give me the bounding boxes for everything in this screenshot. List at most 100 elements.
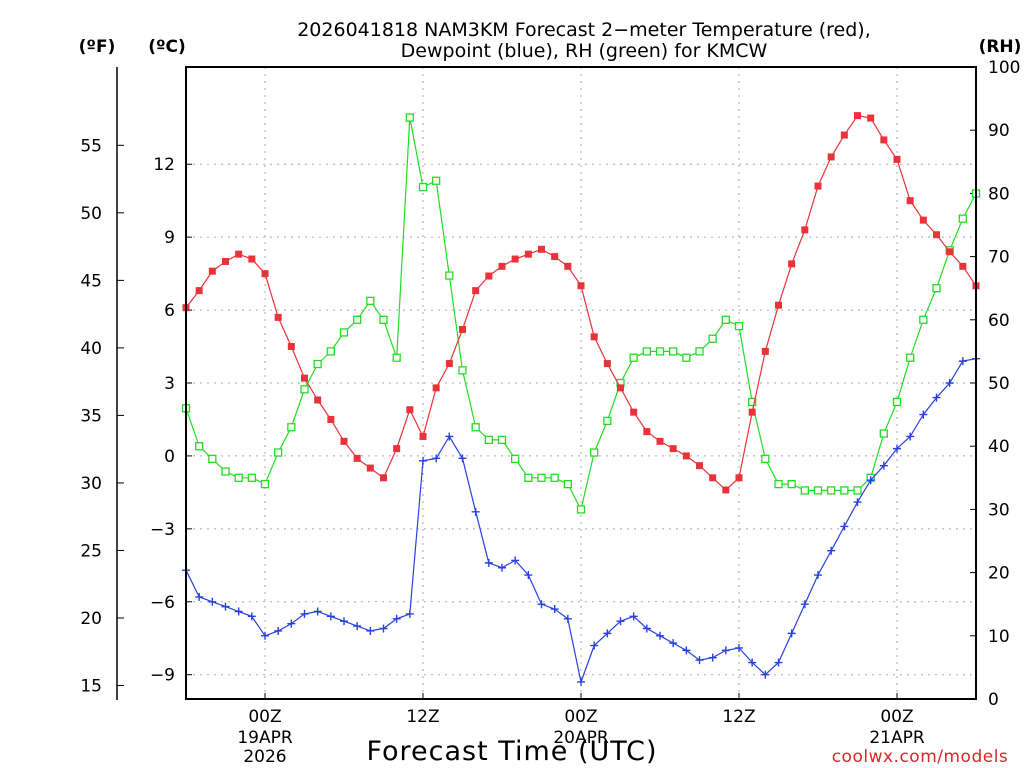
2-meter-temperature-point: [472, 287, 480, 295]
grid-lines: [186, 67, 976, 699]
rh-point: [511, 454, 520, 463]
2-meter-temperature-point: [919, 216, 927, 224]
2-meter-temperature-point: [380, 474, 387, 482]
rh-point: [366, 296, 375, 305]
celsius-axis: 12 9 6 3 0 −3 −6 −9: [150, 155, 192, 686]
rh-point: [892, 397, 902, 407]
rh-point: [524, 473, 533, 482]
dewpoint-point: [458, 454, 467, 463]
rh-point: [326, 347, 335, 356]
dewpoint-point: [774, 658, 783, 667]
dewpoint-point: [721, 646, 730, 655]
2-meter-temperature-point: [577, 282, 585, 290]
2-meter-temperature-point: [195, 287, 203, 295]
rh-tick-label: 80: [988, 184, 1010, 204]
2-meter-temperature-point: [709, 474, 717, 482]
rh-point: [774, 479, 783, 489]
dewpoint-point: [893, 444, 901, 453]
rh-point: [313, 359, 322, 369]
dewpoint-point: [274, 626, 283, 635]
date-label: 21APR: [869, 728, 925, 748]
rh-tick-label: 10: [988, 627, 1010, 647]
celsius-tick-label: 9: [164, 228, 175, 248]
celsius-tick-label: 12: [153, 155, 175, 175]
2-meter-temperature-point: [643, 428, 651, 436]
rh-point: [629, 353, 638, 362]
dewpoint-point: [708, 653, 717, 662]
dewpoint-point: [577, 677, 585, 686]
2-meter-temperature-point: [682, 452, 690, 460]
rh-point: [274, 448, 283, 457]
2-meter-temperature-point: [854, 112, 861, 120]
rh-point: [590, 448, 599, 457]
dewpoint-point: [906, 432, 915, 441]
rh-point: [748, 397, 757, 407]
2-meter-temperature-point: [301, 374, 308, 382]
2-meter-temperature-point: [485, 272, 493, 280]
2-meter-temperature-point: [235, 250, 243, 258]
rh-point: [353, 315, 362, 324]
2-meter-temperature-point: [669, 445, 677, 453]
chart-title-line2: Dewpoint (blue), RH (green) for KMCW: [401, 40, 768, 62]
dewpoint-point: [761, 670, 770, 679]
2-meter-temperature-point: [261, 270, 269, 278]
celsius-tick-label: −9: [150, 666, 175, 686]
2-meter-temperature-point: [419, 432, 427, 440]
rh-point: [221, 467, 230, 476]
dewpoint-point: [247, 612, 256, 621]
dewpoint-point: [366, 626, 375, 635]
2-meter-temperature-point: [287, 343, 295, 351]
2-meter-temperature-point: [406, 406, 414, 414]
rh-point: [879, 429, 888, 438]
2-meter-temperature-point: [880, 136, 888, 144]
2-meter-temperature-point: [564, 262, 572, 270]
rh-point: [247, 473, 256, 482]
celsius-tick-label: −6: [150, 593, 175, 613]
rh-point: [853, 486, 862, 495]
dewpoint-point: [748, 658, 757, 667]
dewpoint-point: [814, 571, 822, 580]
dewpoint-point: [537, 600, 546, 609]
dewpoint-point: [484, 558, 493, 567]
dewpoint-point: [511, 556, 520, 565]
2-meter-temperature-point: [933, 231, 940, 239]
rh-point: [208, 454, 217, 463]
rh-point: [958, 214, 967, 223]
2-meter-temperature-point: [617, 384, 624, 392]
fahrenheit-tick-label: 35: [80, 406, 102, 426]
rh-point: [787, 479, 796, 489]
fahrenheit-axis: 55 50 45 40 35 30 25 20 15: [80, 136, 124, 696]
rh-tick-label: 60: [988, 311, 1010, 331]
fahrenheit-tick-label: 25: [80, 541, 102, 561]
2-meter-temperature-point: [867, 114, 875, 122]
rh-tick-label: 20: [988, 564, 1010, 584]
rh-tick-label: 30: [988, 500, 1010, 520]
dewpoint-point: [550, 605, 559, 614]
dewpoint-point: [616, 617, 625, 626]
dewpoint-point: [326, 612, 335, 621]
2-meter-temperature-point: [814, 182, 822, 190]
2-meter-temperature-point: [432, 384, 440, 392]
rh-point: [432, 176, 441, 185]
2-meter-temperature-point: [761, 347, 769, 355]
rh-point: [840, 486, 849, 495]
dewpoint-point: [629, 612, 638, 621]
dewpoint-point: [287, 619, 296, 628]
2-meter-temperature-point: [366, 464, 374, 472]
time-tick-label: 00Z: [248, 707, 281, 727]
dewpoint-point: [353, 622, 362, 631]
rh-point: [234, 473, 243, 482]
rh-point: [287, 423, 296, 432]
2-meter-temperature-point: [314, 396, 322, 404]
dewpoint-point: [879, 461, 888, 470]
2-meter-temperature-point: [840, 131, 848, 139]
rh-point: [418, 182, 428, 192]
rh-tick-label: 100: [988, 58, 1020, 78]
rh-point: [471, 423, 480, 432]
rh-point: [392, 353, 401, 362]
dewpoint-series: [182, 354, 980, 686]
celsius-tick-label: 3: [164, 374, 175, 394]
